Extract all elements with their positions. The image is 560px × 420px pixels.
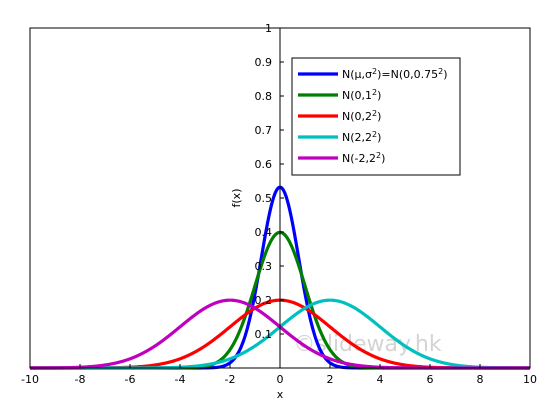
x-tick-label: -10 — [21, 373, 39, 386]
legend-text-part: N(0,2 — [342, 110, 372, 123]
y-tick-label: 0.4 — [255, 226, 273, 239]
x-tick-label: 8 — [477, 373, 484, 386]
legend-label-4: N(2,22) — [342, 130, 381, 145]
x-tick-label: -2 — [225, 373, 236, 386]
legend-label-1: N(μ,σ2)=N(0,0.752) — [342, 67, 448, 82]
legend-superscript: 2 — [372, 109, 377, 118]
legend-label-2: N(0,12) — [342, 88, 381, 103]
legend-superscript: 2 — [372, 88, 377, 97]
legend-text-part: N(μ,σ — [342, 68, 372, 81]
legend-label-3: N(0,22) — [342, 109, 381, 124]
x-tick-label: -4 — [175, 373, 186, 386]
legend-text-part: N(-2,2 — [342, 152, 376, 165]
x-tick-label: 10 — [523, 373, 537, 386]
y-tick-label: 0.3 — [255, 260, 273, 273]
legend-text-part: ) — [377, 110, 381, 123]
x-tick-label: -8 — [75, 373, 86, 386]
legend-text-part: N(0,1 — [342, 89, 372, 102]
y-tick-label: 0.6 — [255, 158, 273, 171]
legend-text-part: ) — [377, 131, 381, 144]
y-tick-label: 0.9 — [255, 56, 273, 69]
y-tick-label: 0.1 — [255, 328, 273, 341]
legend-text-part: )=N(0,0.75 — [377, 68, 438, 81]
legend-text-part: ) — [377, 89, 381, 102]
legend-superscript: 2 — [376, 151, 381, 160]
legend-text-part: ) — [381, 152, 385, 165]
x-tick-label: 6 — [427, 373, 434, 386]
legend-superscript: 2 — [372, 67, 377, 76]
ticks-layer: -10 -8 -6 -4 -2 0 2 4 6 8 10 0.1 0.2 0.3 0.4 0.5 0.6 0.7 0… — [21, 22, 537, 401]
y-tick-label: 0.8 — [255, 90, 273, 103]
x-tick-label: 4 — [377, 373, 384, 386]
x-axis-title: x — [277, 388, 284, 401]
legend-superscript: 2 — [372, 130, 377, 139]
y-tick-label: 0.7 — [255, 124, 273, 137]
y-tick-label: 0.2 — [255, 294, 273, 307]
legend-superscript: 2 — [438, 67, 443, 76]
y-tick-label: 0.5 — [255, 192, 273, 205]
legend: N(μ,σ2)=N(0,0.752)N(0,12)N(0,22)N(2,22)N… — [291, 57, 461, 176]
legend-text-part: ) — [443, 68, 447, 81]
y-tick-label: 1 — [265, 22, 272, 35]
legend-text-part: N(2,2 — [342, 131, 372, 144]
y-axis-title: f(x) — [230, 189, 243, 208]
x-tick-label: -6 — [125, 373, 136, 386]
legend-label-5: N(-2,22) — [342, 151, 385, 166]
x-tick-label: 0 — [277, 373, 284, 386]
x-tick-label: 2 — [327, 373, 334, 386]
